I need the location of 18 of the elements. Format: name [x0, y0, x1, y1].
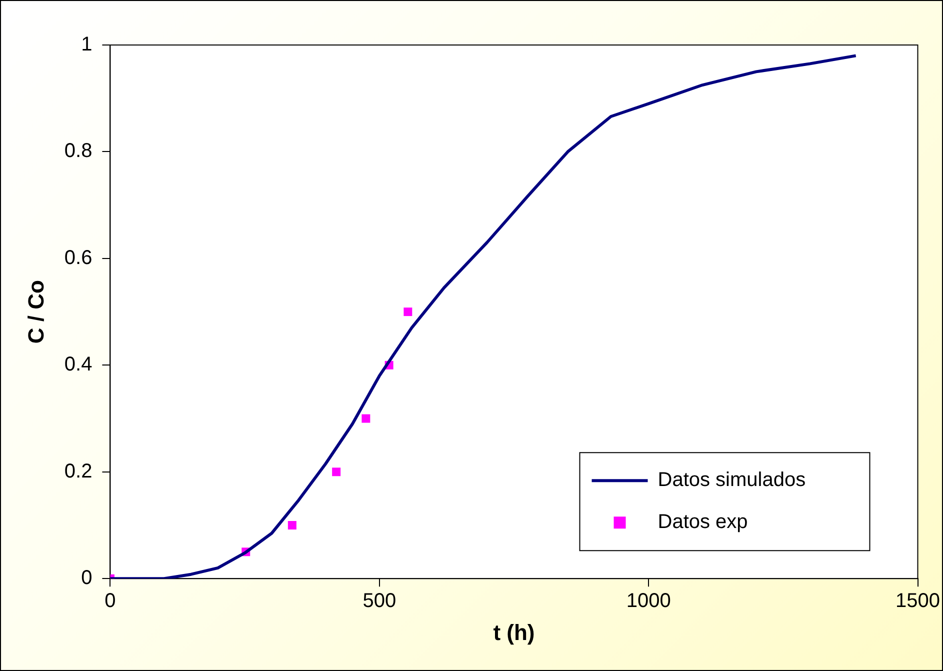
- point: [288, 520, 296, 530]
- x-tick-label: 1000: [626, 590, 671, 612]
- x-tick-label: 500: [362, 590, 396, 612]
- y-tick-label: 0.6: [64, 246, 92, 269]
- legend-label: Datos exp: [658, 511, 748, 534]
- y-tick-label: 0.2: [64, 460, 92, 482]
- legend-label: Datos simulados: [658, 469, 806, 492]
- x-tick-label: 1500: [896, 590, 940, 612]
- y-axis-title: C / Co: [23, 280, 48, 344]
- y-tick-label: 1: [81, 34, 92, 56]
- x-axis-title: t (h): [493, 620, 535, 645]
- y-tick-label: 0: [81, 567, 92, 590]
- y-tick-label: 0.4: [64, 354, 92, 376]
- y-tick-label: 0.8: [64, 140, 92, 162]
- x-tick-label: 0: [104, 590, 116, 612]
- point: [332, 468, 341, 476]
- point: [404, 308, 412, 316]
- point: [362, 414, 370, 423]
